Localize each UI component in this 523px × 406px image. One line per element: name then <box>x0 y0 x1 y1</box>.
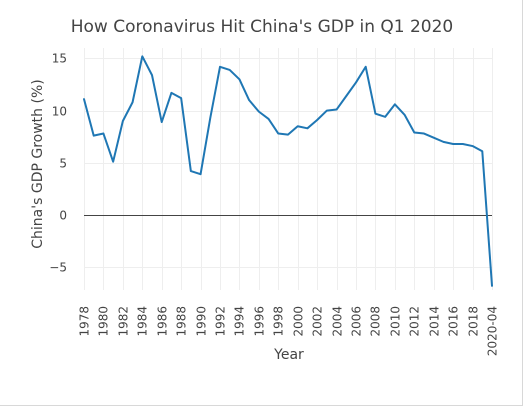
x-tick-label: 2008 <box>369 306 383 337</box>
x-tick-label: 2014 <box>428 306 442 337</box>
x-tick-label: 2016 <box>447 306 461 337</box>
y-gridlines <box>84 58 492 268</box>
x-tick-label: 2018 <box>467 306 481 337</box>
x-tick-label: 1988 <box>175 306 189 337</box>
x-tick-label: 2004 <box>331 306 345 337</box>
x-tick-label: 1982 <box>117 306 131 337</box>
x-gridlines <box>84 48 493 290</box>
y-tick-label: 0 <box>59 209 67 223</box>
x-tick-label: 2020-04 <box>486 306 500 356</box>
y-tick-label: 10 <box>52 105 67 119</box>
y-tick-label: 15 <box>52 52 67 66</box>
x-tick-label: 1986 <box>156 306 170 337</box>
x-tick-label: 1994 <box>233 306 247 337</box>
x-tick-label: 1980 <box>97 306 111 337</box>
x-tick-labels: 1978 1980 1982 1984 1986 1988 1990 1992 1994 1996… <box>78 306 500 356</box>
y-tick-labels: 15 10 5 0 −5 <box>49 52 67 275</box>
x-tick-label: 1990 <box>195 306 209 337</box>
x-tick-label: 2012 <box>408 306 422 337</box>
y-tick-label: −5 <box>49 261 67 275</box>
x-tick-label: 1978 <box>78 306 92 337</box>
y-tick-label: 5 <box>59 157 67 171</box>
x-tick-label: 2006 <box>350 306 364 337</box>
x-tick-label: 1984 <box>136 306 150 337</box>
x-tick-label: 1992 <box>214 306 228 337</box>
x-tick-label: 2000 <box>292 306 306 337</box>
gdp-growth-series-line <box>83 55 493 287</box>
x-tick-label: 2010 <box>389 306 403 337</box>
x-tick-label: 2002 <box>311 306 325 337</box>
y-axis-title: China's GDP Growth (%) <box>30 79 46 248</box>
chart-title: How Coronavirus Hit China's GDP in Q1 20… <box>71 17 454 37</box>
x-tick-label: 1996 <box>253 306 267 337</box>
x-axis-title: Year <box>273 347 304 363</box>
x-tick-label: 1998 <box>272 306 286 337</box>
